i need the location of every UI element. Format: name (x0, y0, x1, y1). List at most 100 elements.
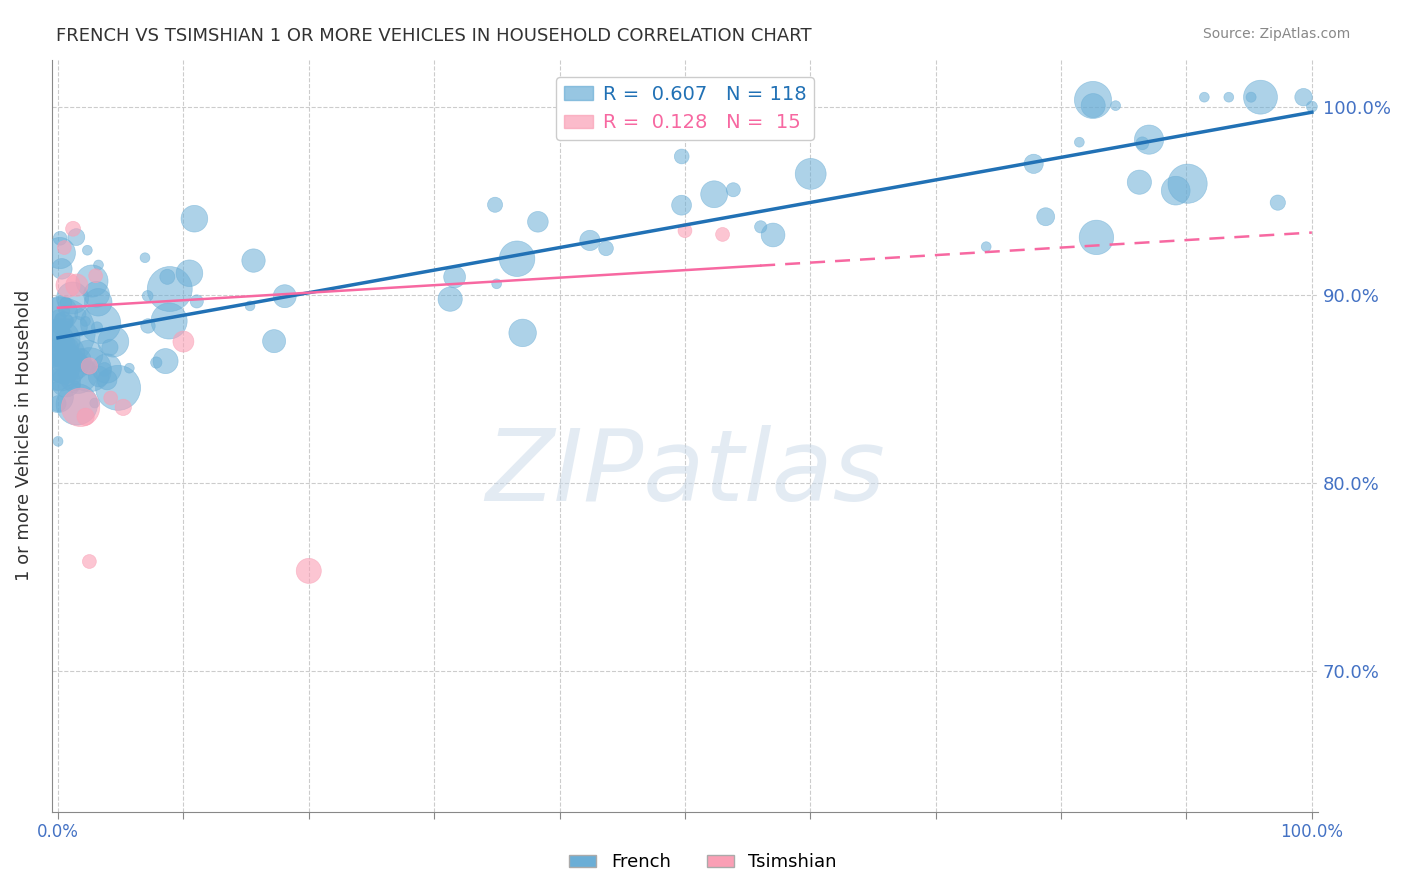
Point (86, 287, 108, 301)
Point (762, 227, 785, 242)
Point (55, 347, 77, 361)
Point (48, 372, 70, 386)
Point (155, 354, 177, 368)
Point (96, 373, 118, 387)
Point (84, 268, 107, 283)
Point (1301, 100, 1323, 114)
Point (1194, 90, 1216, 104)
Point (136, 318, 159, 333)
Point (145, 355, 167, 369)
Point (76, 244, 98, 258)
Point (87, 295, 110, 310)
Point (1085, 230, 1108, 244)
Point (1069, 135, 1091, 149)
Point (100, 391, 122, 405)
Point (69, 401, 91, 415)
Point (159, 282, 181, 296)
Point (1218, 90, 1240, 104)
Point (75, 409, 97, 424)
Point (1130, 136, 1153, 151)
Point (800, 167, 823, 181)
Point (53, 330, 76, 344)
Point (46, 323, 69, 337)
Point (103, 334, 125, 349)
Point (49, 360, 72, 375)
Point (48, 342, 70, 356)
Point (65, 230, 87, 244)
Point (1035, 210, 1057, 224)
Point (46, 390, 69, 404)
Point (55, 296, 77, 310)
Point (239, 299, 262, 313)
Point (90, 317, 112, 331)
Point (156, 269, 179, 284)
Point (66, 397, 89, 411)
Point (186, 294, 208, 309)
Point (263, 334, 285, 348)
Point (242, 253, 264, 268)
Point (1164, 184, 1187, 198)
Point (183, 211, 205, 226)
Point (77, 362, 100, 376)
Point (56, 371, 79, 385)
Point (1250, 90, 1272, 104)
Point (179, 266, 201, 280)
Point (595, 241, 617, 255)
Point (1104, 98, 1126, 112)
Point (49, 325, 72, 339)
Point (98, 340, 121, 354)
Point (79, 554, 101, 568)
Point (1292, 90, 1315, 104)
Point (77, 348, 100, 362)
Point (46, 434, 69, 449)
Point (62, 291, 84, 305)
Point (52, 314, 75, 328)
Point (484, 198, 506, 212)
Point (55, 376, 77, 390)
Point (49, 349, 72, 363)
Point (77, 361, 100, 376)
Point (527, 215, 550, 229)
Point (48, 310, 70, 324)
Point (87, 369, 110, 384)
Point (1137, 133, 1160, 147)
Point (46, 396, 69, 410)
Point (80, 274, 103, 288)
Point (52, 329, 75, 343)
Point (75, 314, 97, 328)
Point (673, 224, 696, 238)
Point (69, 352, 91, 367)
Point (1128, 175, 1150, 189)
Point (48, 319, 70, 334)
Text: FRENCH VS TSIMSHIAN 1 OR MORE VEHICLES IN HOUSEHOLD CORRELATION CHART: FRENCH VS TSIMSHIAN 1 OR MORE VEHICLES I… (56, 27, 811, 45)
Point (172, 334, 194, 349)
Point (59, 356, 82, 370)
Point (671, 198, 693, 212)
Point (443, 269, 465, 284)
Point (1240, 90, 1263, 104)
Point (749, 219, 772, 234)
Point (96, 361, 118, 376)
Point (579, 234, 602, 248)
Point (1083, 98, 1105, 112)
Point (107, 381, 129, 395)
Text: ZIPatlas: ZIPatlas (485, 425, 884, 522)
Point (49, 231, 72, 245)
Point (66, 278, 89, 293)
Point (53, 322, 76, 336)
Point (56, 317, 79, 331)
Point (66, 319, 89, 334)
Point (58, 339, 80, 353)
Point (56, 278, 79, 293)
Point (46, 326, 69, 340)
Point (51, 261, 73, 276)
Point (1081, 93, 1104, 107)
Point (48, 335, 70, 350)
Point (723, 183, 745, 197)
Point (55, 334, 77, 348)
Point (58, 314, 80, 328)
Point (69, 307, 91, 321)
Point (136, 289, 159, 303)
Point (711, 227, 734, 242)
Point (506, 252, 529, 266)
